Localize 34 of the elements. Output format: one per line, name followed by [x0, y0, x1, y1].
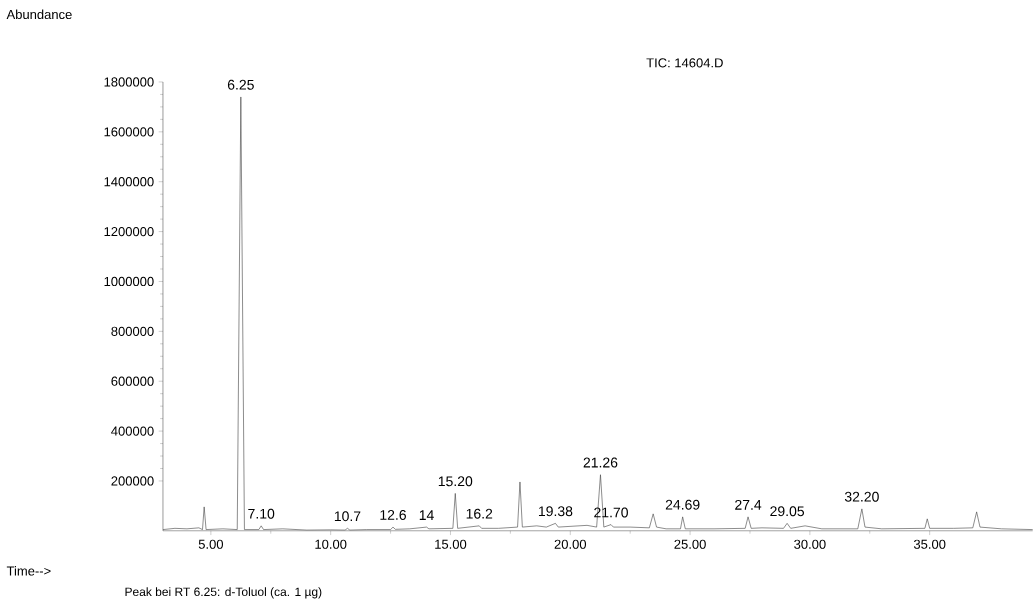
x-tick-label: 35.00 [913, 539, 946, 549]
y-tick-label: 800000 [111, 326, 154, 337]
annotation: 19.38 [538, 506, 573, 517]
annotation: 29.05 [770, 506, 805, 517]
x-tick-label: 15.00 [435, 539, 467, 549]
y-tick-label: 1000000 [104, 276, 154, 287]
x-tick-label: 20.00 [554, 539, 587, 549]
y-tick-label: 200000 [111, 476, 154, 486]
y-tick-label: 600000 [111, 376, 154, 386]
x-tick-label: 30.00 [794, 539, 826, 549]
annotation: 21.26 [583, 457, 618, 468]
annotation: 7.10 [248, 508, 275, 519]
y-tick-label: 1400000 [104, 177, 154, 187]
x-tick-label: 5.00 [198, 539, 224, 549]
annotation: 12.6 [380, 510, 406, 521]
annotation: 27.4 [735, 500, 762, 510]
text: Peak bei RT 6.25: d-Toluol (ca. 1 µg) [125, 587, 322, 599]
annotation: 16.2 [466, 508, 493, 519]
annotation: 6.25 [227, 79, 254, 90]
annotation: 14 [419, 510, 434, 521]
annotation: 24.69 [665, 499, 700, 510]
y-tick-label: 1200000 [104, 227, 154, 237]
annotation: 32.20 [844, 491, 879, 502]
x-axis-title: Time--> [6, 566, 51, 576]
x-tick-label: 10.00 [315, 539, 347, 549]
annotation: 15.20 [438, 476, 473, 487]
chart-title: TIC: 14604.D [646, 58, 723, 68]
y-tick-label: 1800000 [104, 77, 154, 87]
annotation: 10.7 [334, 511, 361, 522]
x-tick-label: 25.00 [674, 539, 706, 549]
annotation: 21.70 [594, 507, 628, 518]
y-tick-label: 1600000 [104, 127, 154, 137]
text: Abundance [6, 9, 72, 20]
y-tick-label: 400000 [111, 426, 154, 436]
